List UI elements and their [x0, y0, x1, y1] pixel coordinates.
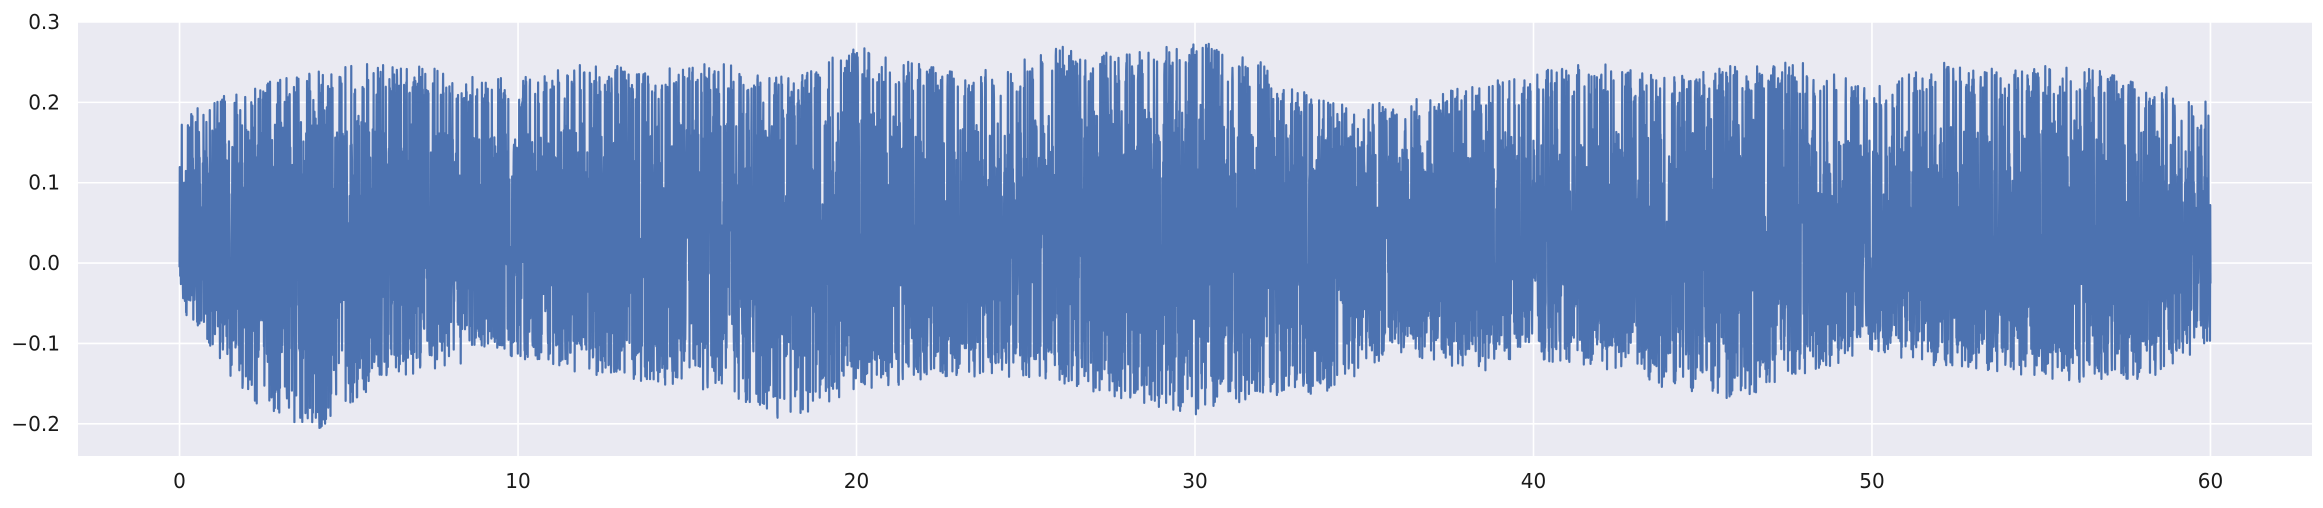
y-tick-label-0: −0.2: [11, 412, 60, 436]
y-tick-label-5: 0.3: [28, 10, 60, 34]
x-tick-label-3: 30: [1182, 469, 1207, 493]
x-tick-label-6: 60: [2198, 469, 2223, 493]
y-tick-label-3: 0.1: [28, 171, 60, 195]
series-group: [178, 42, 2212, 430]
x-axis-tick-labels: 0 10 20 30 40 50 60: [173, 469, 2223, 493]
x-tick-label-5: 50: [1859, 469, 1884, 493]
x-tick-label-2: 20: [844, 469, 869, 493]
y-tick-label-1: −0.1: [11, 331, 60, 355]
signal-series-line: [178, 42, 2212, 430]
y-tick-label-2: 0.0: [28, 251, 60, 275]
y-tick-label-4: 0.2: [28, 90, 60, 114]
y-axis-tick-labels: −0.2 −0.1 0.0 0.1 0.2 0.3: [11, 10, 60, 436]
x-tick-label-4: 40: [1521, 469, 1546, 493]
x-tick-label-0: 0: [173, 469, 186, 493]
x-tick-label-1: 10: [505, 469, 530, 493]
